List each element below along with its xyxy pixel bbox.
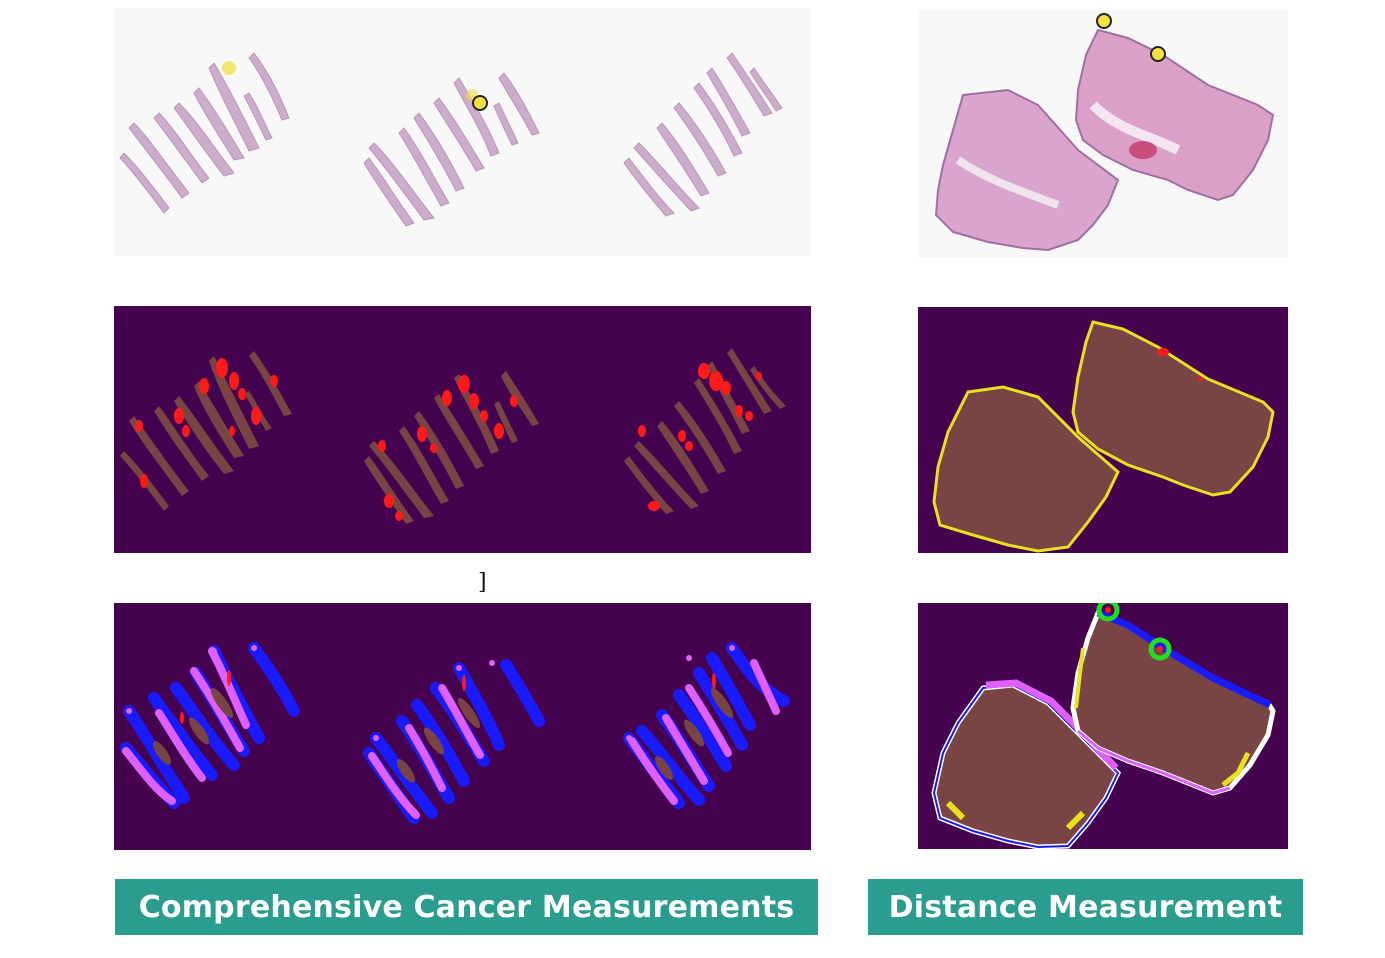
- right-boundary-image: [931, 603, 1276, 849]
- caption-distance-measurement: Distance Measurement: [868, 879, 1303, 935]
- left-he-slide-panel: [114, 8, 811, 256]
- left-segmentation-image: [120, 348, 786, 524]
- distance-marker-2: [1148, 637, 1172, 661]
- right-segmentation-panel: [918, 307, 1288, 553]
- left-boundary-panel: [114, 603, 811, 850]
- stray-bracket-mark: ]: [478, 570, 487, 595]
- right-boundary-panel: [918, 603, 1288, 849]
- left-boundary-image: [120, 642, 790, 824]
- marker-yellow: [472, 95, 488, 111]
- distance-marker-1: [1096, 603, 1120, 622]
- right-segmentation-image: [932, 320, 1275, 553]
- marker-faint-1: [222, 61, 236, 75]
- left-segmentation-panel: [114, 306, 811, 553]
- distance-point-1: [1096, 13, 1112, 29]
- caption-comprehensive-cancer-measurements: Comprehensive Cancer Measurements: [115, 879, 818, 935]
- distance-point-2: [1150, 46, 1166, 62]
- right-he-slide-image: [934, 13, 1275, 252]
- right-he-slide-panel: [918, 10, 1288, 257]
- left-he-slide-image: [119, 52, 783, 227]
